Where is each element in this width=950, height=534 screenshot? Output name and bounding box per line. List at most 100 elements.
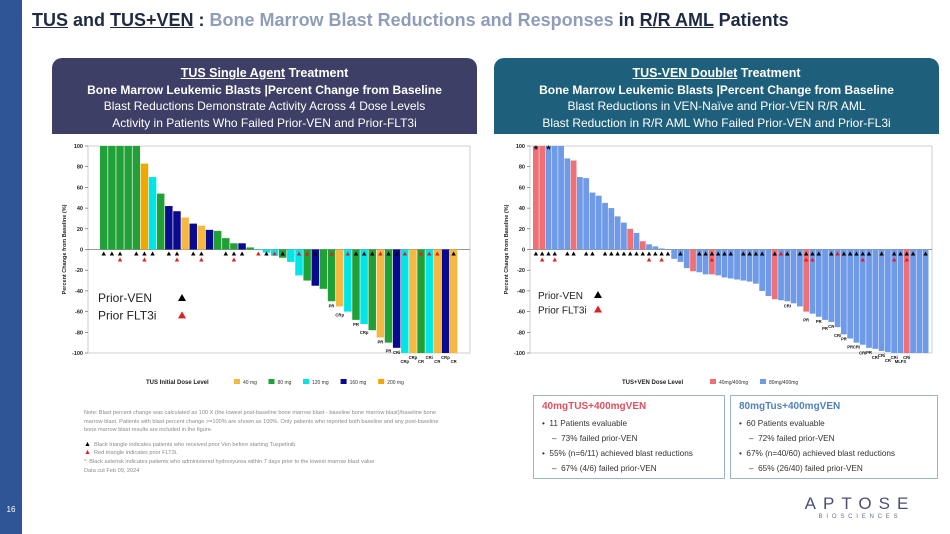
prior-ven-triangle-icon [910,251,916,256]
prior-ven-triangle-icon [785,251,790,256]
prior-ven-triangle-icon [797,251,803,256]
response-label: PR [329,303,335,308]
bar [866,249,872,348]
title-patients: Patients [713,10,789,30]
note-line-3: bone marrow blast results are included i… [84,427,213,434]
legend-swatch [340,379,347,384]
prior-ven-triangle-icon [142,251,147,256]
prior-ven-triangle-icon [101,251,106,256]
y-axis-label: Percent Change from Baseline (%) [62,204,68,294]
prior-ven-triangle-icon [816,251,821,256]
prior-ven-triangle-icon [627,251,633,256]
bar [633,232,640,250]
prior-ven-triangle-icon [223,251,228,256]
response-label: CRi [903,355,910,360]
title-colon: : [193,10,210,30]
bar [797,249,803,307]
bar [859,249,866,345]
prior-flt3i-triangle-icon [329,251,334,256]
box-80-line-4: – 65% (26/40) failed prior-VEN [749,464,863,473]
bar [646,244,652,250]
box-40-line-3: • 55% (n=6/11) achieved blast reductions [542,449,693,458]
bar [246,247,254,250]
bar [583,178,590,250]
prior-ven-triangle-icon [117,251,123,256]
legend-item-label: 40 mg [243,380,257,386]
prior-ven-triangle-icon [829,251,834,256]
box-80-b4: 65% (26/40) failed prior-VEN [758,464,863,473]
bar [690,249,696,272]
response-label: CRi [834,333,841,338]
prior-ven-triangle-icon [353,251,359,256]
y-tick-label: 20 [77,227,83,233]
bar [564,158,571,250]
bar [652,246,659,250]
bar [551,146,558,250]
response-label: PR [822,326,828,331]
prior-ven-triangle-icon [646,251,652,256]
bar [771,249,778,300]
bar [696,249,703,273]
prior-ven-triangle-icon [609,251,614,256]
prior-flt3i-triangle-icon [418,251,424,256]
y-tick-label: 40 [77,206,83,212]
bar [148,177,157,250]
bar [376,249,385,338]
title-and: and [68,10,111,30]
bar [828,249,835,322]
prior-ven-triangle-icon [810,251,815,256]
response-label: CRi [878,353,885,358]
prior-ven-triangle-icon [640,251,645,256]
response-label: PR [847,345,853,350]
bar [809,249,816,314]
response-label: CRp [400,359,409,364]
bar [156,193,165,250]
bar [665,249,671,251]
title-rr-aml: R/R AML [639,10,714,30]
box-80-b1: 60 Patients evaluable [746,419,825,428]
bar [132,146,141,250]
legend-item-label: 160 mg [350,380,367,386]
tus-single-agent-chart: 100 80 60 40 20 0 -20 -40 -60 -80 -100 Percent Chan… [52,138,477,393]
prior-ven-triangle-icon [847,251,853,256]
bar [627,228,634,250]
y-tick-label: -80 [75,330,83,336]
prior-flt3i-triangle-icon [345,251,351,256]
bar [319,249,328,289]
title-in: in [613,10,640,30]
hydroxyurea-asterisk: * [534,144,539,156]
box-80-line-1: • 60 Patients evaluable [739,419,825,428]
bar [116,146,124,250]
prior-ven-triangle-icon [239,251,245,256]
tus-ven-doublet-svg: 100 80 60 40 20 0 -20 -40 -60 -80 -100 Percent Chan… [494,138,939,393]
prior-ven-triangle-icon [571,251,576,256]
box-40-line-2: – 73% failed prior-VEN [552,434,638,443]
prior-flt3i-triangle-icon [256,251,261,256]
prior-flt3i-triangle-icon [426,251,432,256]
bar [409,249,417,353]
bar [709,249,715,275]
bar [417,249,425,353]
y-tick-label: 100 [74,144,83,150]
prior-ven-triangle-icon [264,251,269,256]
prior-ven-triangle-icon [199,251,204,256]
right-header-title: TUS-VEN Doublet Treatment [494,65,939,82]
response-label: CRp [441,355,450,360]
prior-ven-triangle-icon [898,251,903,256]
prior-ven-triangle-icon [109,251,115,256]
legend-title: TUS Initial Dose Level [146,380,209,386]
bar [784,249,791,302]
bar [878,249,885,351]
slide-number: 16 [6,505,16,514]
bar [614,216,621,250]
prior-ven-triangle-icon [659,251,664,256]
bar [181,217,189,250]
legend-item-label: 200 mg [387,380,404,386]
left-accent-band [0,0,22,534]
prior-ven-triangle-icon [280,251,285,256]
prior-ven-triangle-icon [615,251,620,256]
bar [352,249,360,320]
y-tick-label: 60 [519,185,525,191]
black-triangle-icon: ▲ [84,440,91,448]
tus-ven-doublet-chart: 100 80 60 40 20 0 -20 -40 -60 -80 -100 Percent Chan… [494,138,939,393]
